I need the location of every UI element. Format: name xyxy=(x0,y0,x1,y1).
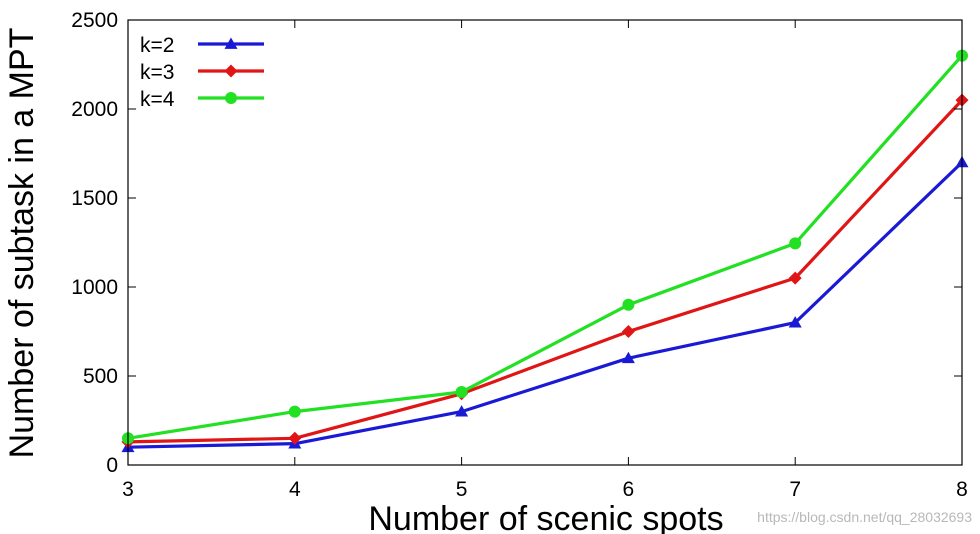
plot-area xyxy=(121,49,969,453)
data-point-k=4 xyxy=(789,237,802,250)
legend-marker-k=2 xyxy=(224,37,238,49)
y-tick-label: 1500 xyxy=(71,187,118,210)
data-point-k=2 xyxy=(621,351,635,364)
x-tick-label: 7 xyxy=(789,478,801,501)
x-tick-label: 5 xyxy=(456,478,468,501)
data-point-k=3 xyxy=(788,271,802,285)
data-point-k=3 xyxy=(288,431,302,445)
data-point-k=4 xyxy=(455,386,468,399)
x-tick-label: 4 xyxy=(289,478,301,501)
data-point-k=4 xyxy=(622,298,635,311)
y-axis-title: Number of subtask in a MPT xyxy=(3,28,41,459)
series-line-k=3 xyxy=(127,99,964,444)
x-tick-label: 6 xyxy=(623,478,635,501)
series-line-k=4 xyxy=(127,54,964,440)
data-point-k=3 xyxy=(621,325,635,338)
y-tick-label: 0 xyxy=(106,454,118,477)
y-tick-label: 2500 xyxy=(71,9,118,32)
y-tick-label: 500 xyxy=(83,365,118,388)
axes: 0 500 1000 1500 2000 2500 3 4 5 6 7 8 xyxy=(71,9,968,501)
plot-frame xyxy=(127,19,963,466)
legend: k=2 k=3 k=4 xyxy=(140,34,264,111)
legend-label: k=2 xyxy=(140,34,174,57)
data-point-k=2 xyxy=(788,316,802,328)
y-tick-label: 2000 xyxy=(71,98,118,121)
series-line-k=2 xyxy=(127,161,964,449)
x-tick-label: 8 xyxy=(956,478,968,501)
watermark-text: https://blog.csdn.net/qq_28032693 xyxy=(757,509,972,525)
legend-marker-k=3 xyxy=(224,64,238,78)
data-point-k=2 xyxy=(455,405,469,417)
legend-label: k=3 xyxy=(140,61,174,84)
x-axis-title: Number of scenic spots xyxy=(368,500,723,534)
y-tick-label: 1000 xyxy=(71,276,118,299)
data-point-k=4 xyxy=(288,405,301,418)
legend-marker-k=4 xyxy=(225,92,237,104)
legend-label: k=4 xyxy=(140,88,175,111)
x-tick-label: 3 xyxy=(122,478,134,501)
